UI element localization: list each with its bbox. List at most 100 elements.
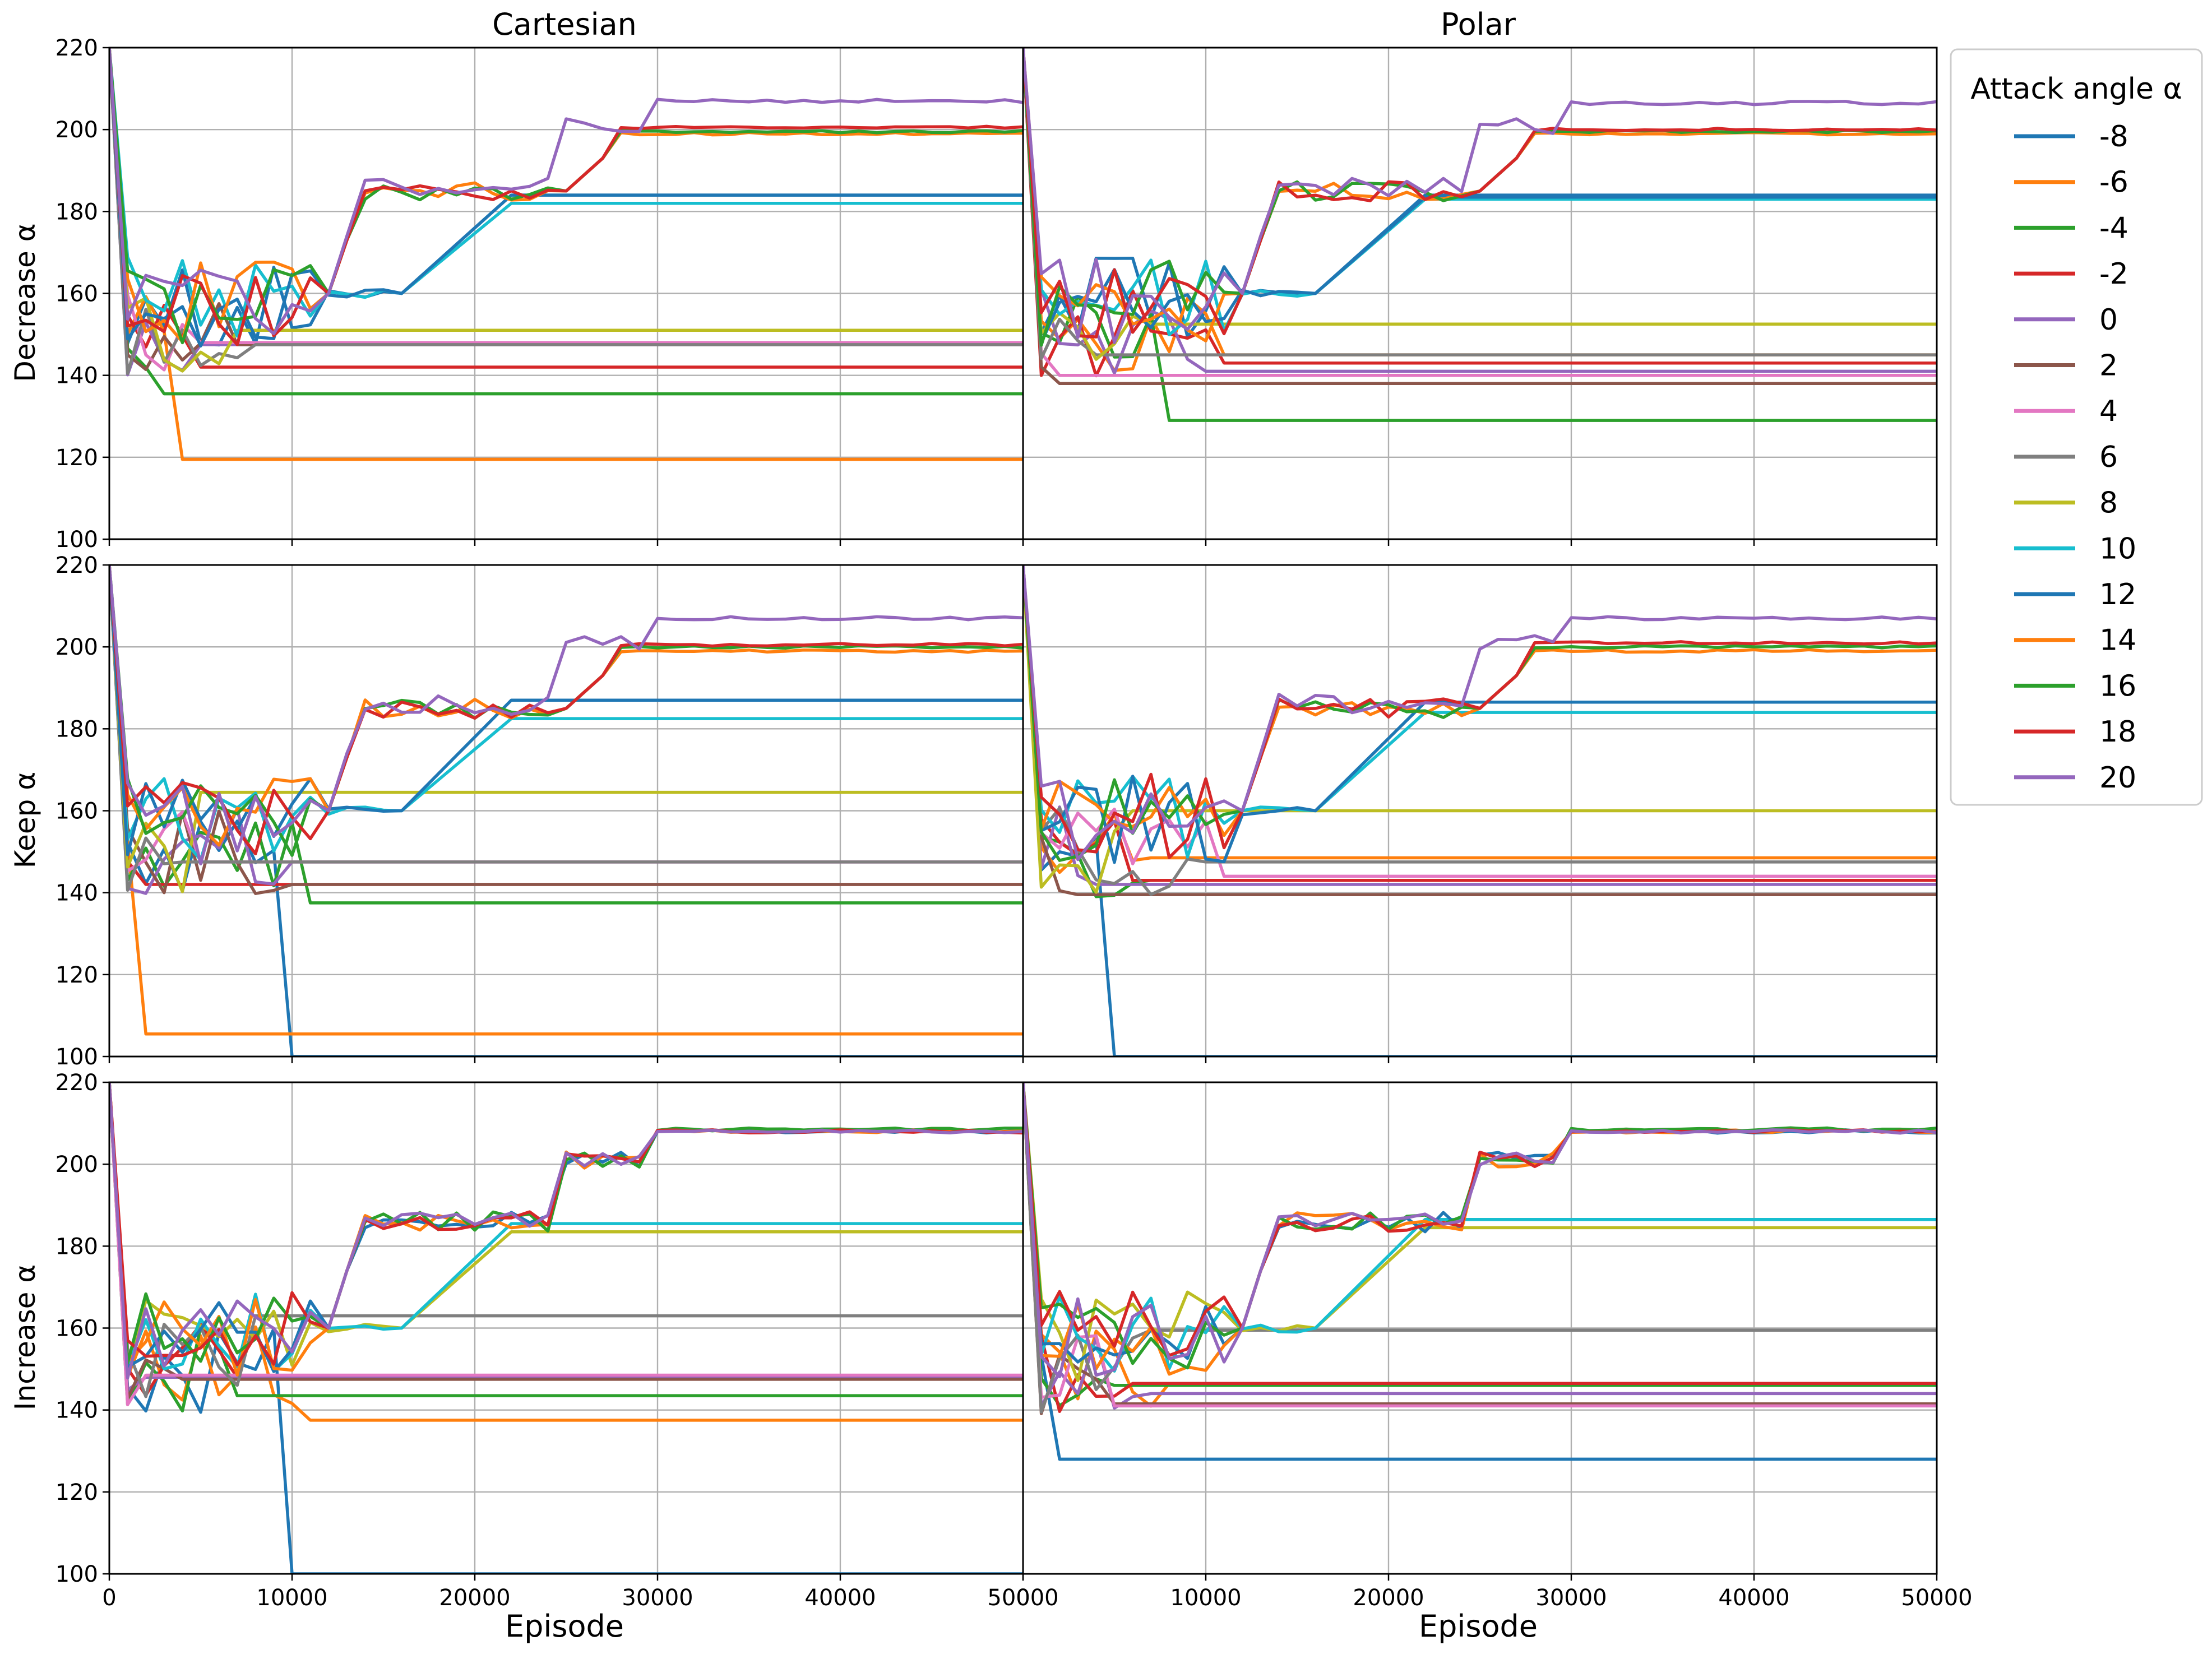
series-line--4: [109, 565, 1023, 905]
x-tick-label: 20000: [439, 1585, 510, 1611]
series-line-8: [109, 1082, 1023, 1367]
legend-label: -8: [2099, 120, 2128, 154]
x-tick-label: 10000: [256, 1585, 327, 1611]
series-lines: [109, 565, 1023, 1057]
series-line-20: [1023, 1082, 1937, 1379]
panel-3-2: 0 10000 20000 30000 40000 50000: [1016, 1081, 1973, 1611]
legend-entry: -8: [2014, 120, 2128, 154]
legend-entry: 14: [2014, 624, 2136, 657]
series-line-8: [109, 48, 1023, 373]
series-line-18: [109, 48, 1023, 346]
series-line-2: [1023, 1082, 1937, 1415]
legend-label: -6: [2099, 166, 2128, 200]
row-label-increase: Increase α: [9, 1264, 41, 1410]
legend-label: 10: [2099, 532, 2136, 566]
y-tick-label: 140: [55, 881, 98, 906]
x-tick-label: 10000: [1170, 1585, 1241, 1611]
series-line--8: [1023, 1082, 1937, 1461]
legend-entry: 10: [2014, 532, 2136, 566]
series-line-6: [1023, 1082, 1937, 1414]
y-tick-label: 180: [55, 199, 98, 225]
y-tick-label: 160: [55, 1316, 98, 1342]
y-tick-label: 160: [55, 281, 98, 307]
legend-label: 14: [2099, 624, 2136, 657]
series-line-20: [109, 48, 1023, 335]
panel-2-1: 100 120 140 160 180 200 220: [55, 553, 1024, 1070]
panel-frame: [1022, 1081, 1938, 1575]
panel-1-2: [1022, 47, 1938, 546]
x-tick-label: 50000: [987, 1585, 1058, 1611]
x-axis-label-cartesian: Episode: [505, 1609, 624, 1644]
series-line-8: [1023, 1082, 1937, 1382]
series-line-10: [1023, 565, 1937, 859]
column-title-polar: Polar: [1441, 7, 1516, 42]
y-tick-label: 200: [55, 117, 98, 143]
series-line-4: [1023, 48, 1937, 377]
series-line--2: [1023, 565, 1937, 882]
row-label-keep: Keep α: [9, 772, 41, 868]
series-line-0: [1023, 48, 1937, 375]
series-line-20: [109, 1082, 1023, 1380]
series-line--4: [1023, 48, 1937, 422]
x-tick-label: 0: [1016, 1585, 1030, 1611]
x-tick-label: 30000: [1535, 1585, 1607, 1611]
legend-entry: 16: [2014, 669, 2136, 703]
legend: Attack angle α -8 -6 -4 -2 0 2 4 6 8 10 12 14 16 18 20: [1950, 48, 2203, 806]
series-line--8: [109, 565, 1023, 1057]
y-tick-label: 140: [55, 363, 98, 389]
legend-title: Attack angle α: [1970, 72, 2182, 106]
legend-box: [1950, 48, 2203, 806]
series-line-2: [1023, 48, 1937, 386]
series-lines: [1023, 1082, 1937, 1461]
column-title-cartesian: Cartesian: [492, 7, 637, 42]
y-tick-label: 120: [55, 445, 98, 471]
y-tick-label: 120: [55, 962, 98, 988]
x-tick-label: 0: [102, 1585, 116, 1611]
legend-entry: 12: [2014, 578, 2136, 611]
legend-entry: 18: [2014, 715, 2136, 749]
x-tick-label: 40000: [804, 1585, 876, 1611]
y-tick-label: 180: [55, 716, 98, 742]
x-tick-label: 40000: [1718, 1585, 1789, 1611]
series-lines: [1023, 48, 1937, 422]
series-line-6: [109, 565, 1023, 892]
series-line--2: [1023, 1082, 1937, 1414]
series-line-12: [1023, 48, 1937, 345]
series-line-12: [109, 48, 1023, 348]
series-line-6: [1023, 565, 1937, 896]
series-line-18: [1023, 48, 1937, 339]
legend-label: 6: [2099, 441, 2118, 474]
legend-entry: 6: [2014, 441, 2118, 474]
x-tick-label: 20000: [1353, 1585, 1424, 1611]
series-line-18: [1023, 565, 1937, 859]
y-tick-label: 220: [55, 35, 98, 61]
series-line--8: [1023, 48, 1937, 339]
series-line-20: [1023, 48, 1937, 345]
series-line-8: [109, 565, 1023, 893]
panel-3-1: 100 120 140 160 180 200 220 0 10000 20000 30000 400…: [55, 1070, 1059, 1611]
panel-1-1: 100 120 140 160 180 200 220: [55, 35, 1024, 553]
legend-entry: 0: [2014, 303, 2118, 337]
series-line--4: [109, 48, 1023, 396]
series-line-4: [109, 48, 1023, 372]
x-tick-label: 30000: [622, 1585, 693, 1611]
legend-label: 20: [2099, 761, 2136, 795]
legend-entry: -2: [2014, 257, 2128, 291]
legend-entry: 20: [2014, 761, 2136, 795]
series-line-6: [1023, 48, 1937, 360]
y-tick-label: 100: [55, 527, 98, 553]
series-line--6: [109, 48, 1023, 461]
series-line--6: [109, 1082, 1023, 1422]
y-tick-label: 160: [55, 799, 98, 824]
series-line-6: [109, 48, 1023, 376]
series-line-8: [1023, 48, 1937, 361]
series-line--4: [109, 1082, 1023, 1413]
series-line-20: [1023, 565, 1937, 861]
series-line--2: [109, 48, 1023, 369]
panel-frame: [1022, 47, 1938, 540]
legend-label: -2: [2099, 257, 2128, 291]
legend-label: 8: [2099, 487, 2118, 520]
series-lines: [109, 1082, 1023, 1574]
series-line-2: [109, 1082, 1023, 1400]
series-line--4: [1023, 1082, 1937, 1407]
